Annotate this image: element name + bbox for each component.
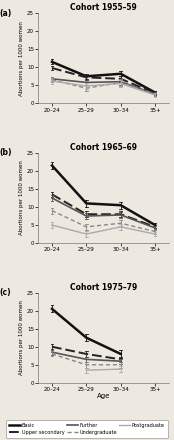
Y-axis label: Abortions per 1000 women: Abortions per 1000 women bbox=[19, 300, 24, 375]
Y-axis label: Abortions per 1000 women: Abortions per 1000 women bbox=[19, 21, 24, 96]
Legend: Basic, Upper secondary, Further, Undergraduate, Postgraduate: Basic, Upper secondary, Further, Undergr… bbox=[6, 419, 168, 437]
Y-axis label: Abortions per 1000 women: Abortions per 1000 women bbox=[19, 161, 24, 235]
Text: (c): (c) bbox=[0, 288, 11, 297]
X-axis label: Age: Age bbox=[97, 393, 110, 400]
Title: Cohort 1975–79: Cohort 1975–79 bbox=[70, 283, 137, 292]
Title: Cohort 1955–59: Cohort 1955–59 bbox=[70, 4, 137, 12]
Text: (a): (a) bbox=[0, 9, 11, 18]
Title: Cohort 1965–69: Cohort 1965–69 bbox=[70, 143, 137, 152]
Text: (b): (b) bbox=[0, 148, 12, 158]
